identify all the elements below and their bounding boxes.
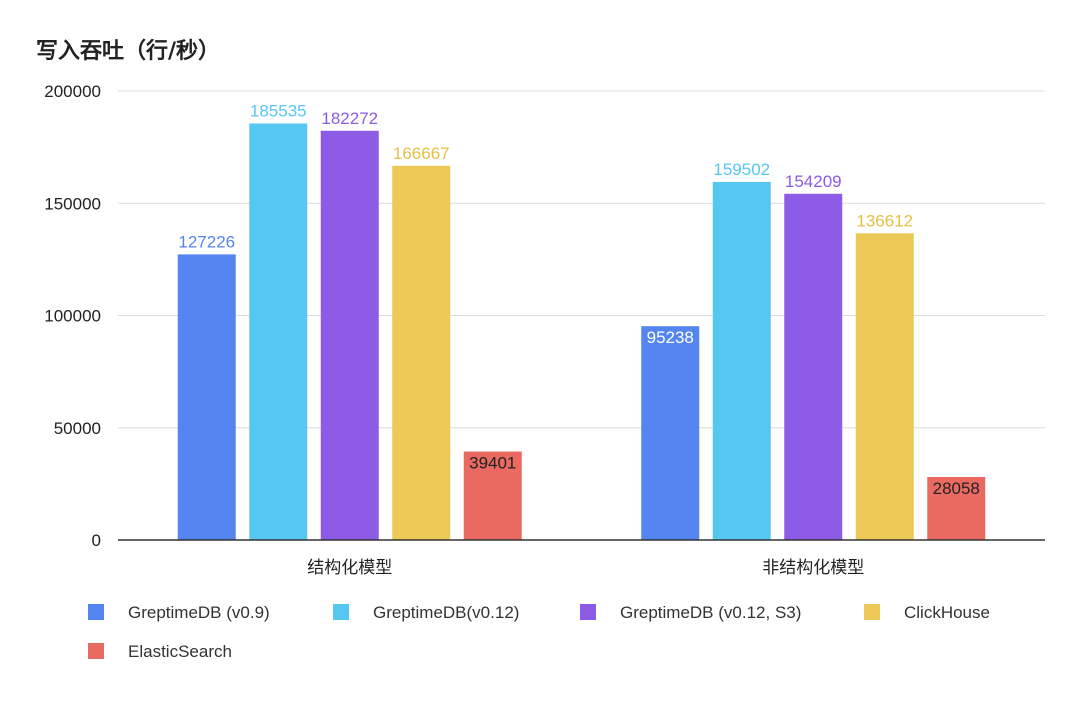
- legend-item: GreptimeDB (v0.12, S3): [580, 603, 801, 622]
- bar: [320, 130, 379, 540]
- data-label: 39401: [469, 454, 516, 473]
- x-tick-label: 非结构化模型: [762, 558, 864, 578]
- bar: [712, 181, 771, 540]
- legend-swatch: [864, 604, 880, 620]
- y-tick-label: 150000: [44, 194, 101, 213]
- legend-item: GreptimeDB (v0.9): [88, 603, 270, 622]
- bar: [463, 451, 522, 540]
- legend-label: GreptimeDB (v0.9): [128, 603, 270, 622]
- bars: 127226 185535 182272 166667 39401 95238 159502…: [177, 101, 986, 541]
- y-tick-label: 0: [92, 531, 101, 550]
- legend-item: GreptimeDB(v0.12): [333, 603, 519, 622]
- bar: [177, 254, 236, 540]
- bar: [249, 123, 308, 540]
- bar: [784, 193, 843, 541]
- x-tick-label: 结构化模型: [307, 558, 392, 578]
- axes: 0 50000 100000 150000 200000 结构化模型 非结构化模型: [44, 82, 1045, 578]
- data-label: 136612: [856, 211, 913, 230]
- data-label: 95238: [647, 328, 694, 347]
- y-tick-label: 100000: [44, 307, 101, 326]
- legend-swatch: [333, 604, 349, 620]
- bar: [641, 326, 700, 540]
- data-label: 28058: [933, 479, 980, 498]
- data-label: 185535: [250, 101, 307, 120]
- legend-swatch: [88, 643, 104, 659]
- legend-label: ElasticSearch: [128, 642, 232, 661]
- y-tick-label: 50000: [54, 419, 101, 438]
- bar: [392, 165, 451, 540]
- legend: GreptimeDB (v0.9) GreptimeDB(v0.12) Grepti…: [88, 603, 990, 661]
- data-label: 154209: [785, 172, 842, 191]
- legend-swatch: [580, 604, 596, 620]
- chart-title: 写入吞吐（行/秒）: [36, 38, 220, 64]
- legend-label: GreptimeDB(v0.12): [373, 603, 519, 622]
- legend-item: ClickHouse: [864, 603, 990, 622]
- legend-label: ClickHouse: [904, 603, 990, 622]
- legend-item: ElasticSearch: [88, 642, 232, 661]
- data-label: 166667: [393, 144, 450, 163]
- data-label: 127226: [178, 232, 235, 251]
- bar: [927, 477, 986, 540]
- y-tick-label: 200000: [44, 82, 101, 101]
- bar: [855, 233, 914, 540]
- data-label: 182272: [321, 109, 378, 128]
- legend-swatch: [88, 604, 104, 620]
- data-label: 159502: [713, 160, 770, 179]
- legend-label: GreptimeDB (v0.12, S3): [620, 603, 801, 622]
